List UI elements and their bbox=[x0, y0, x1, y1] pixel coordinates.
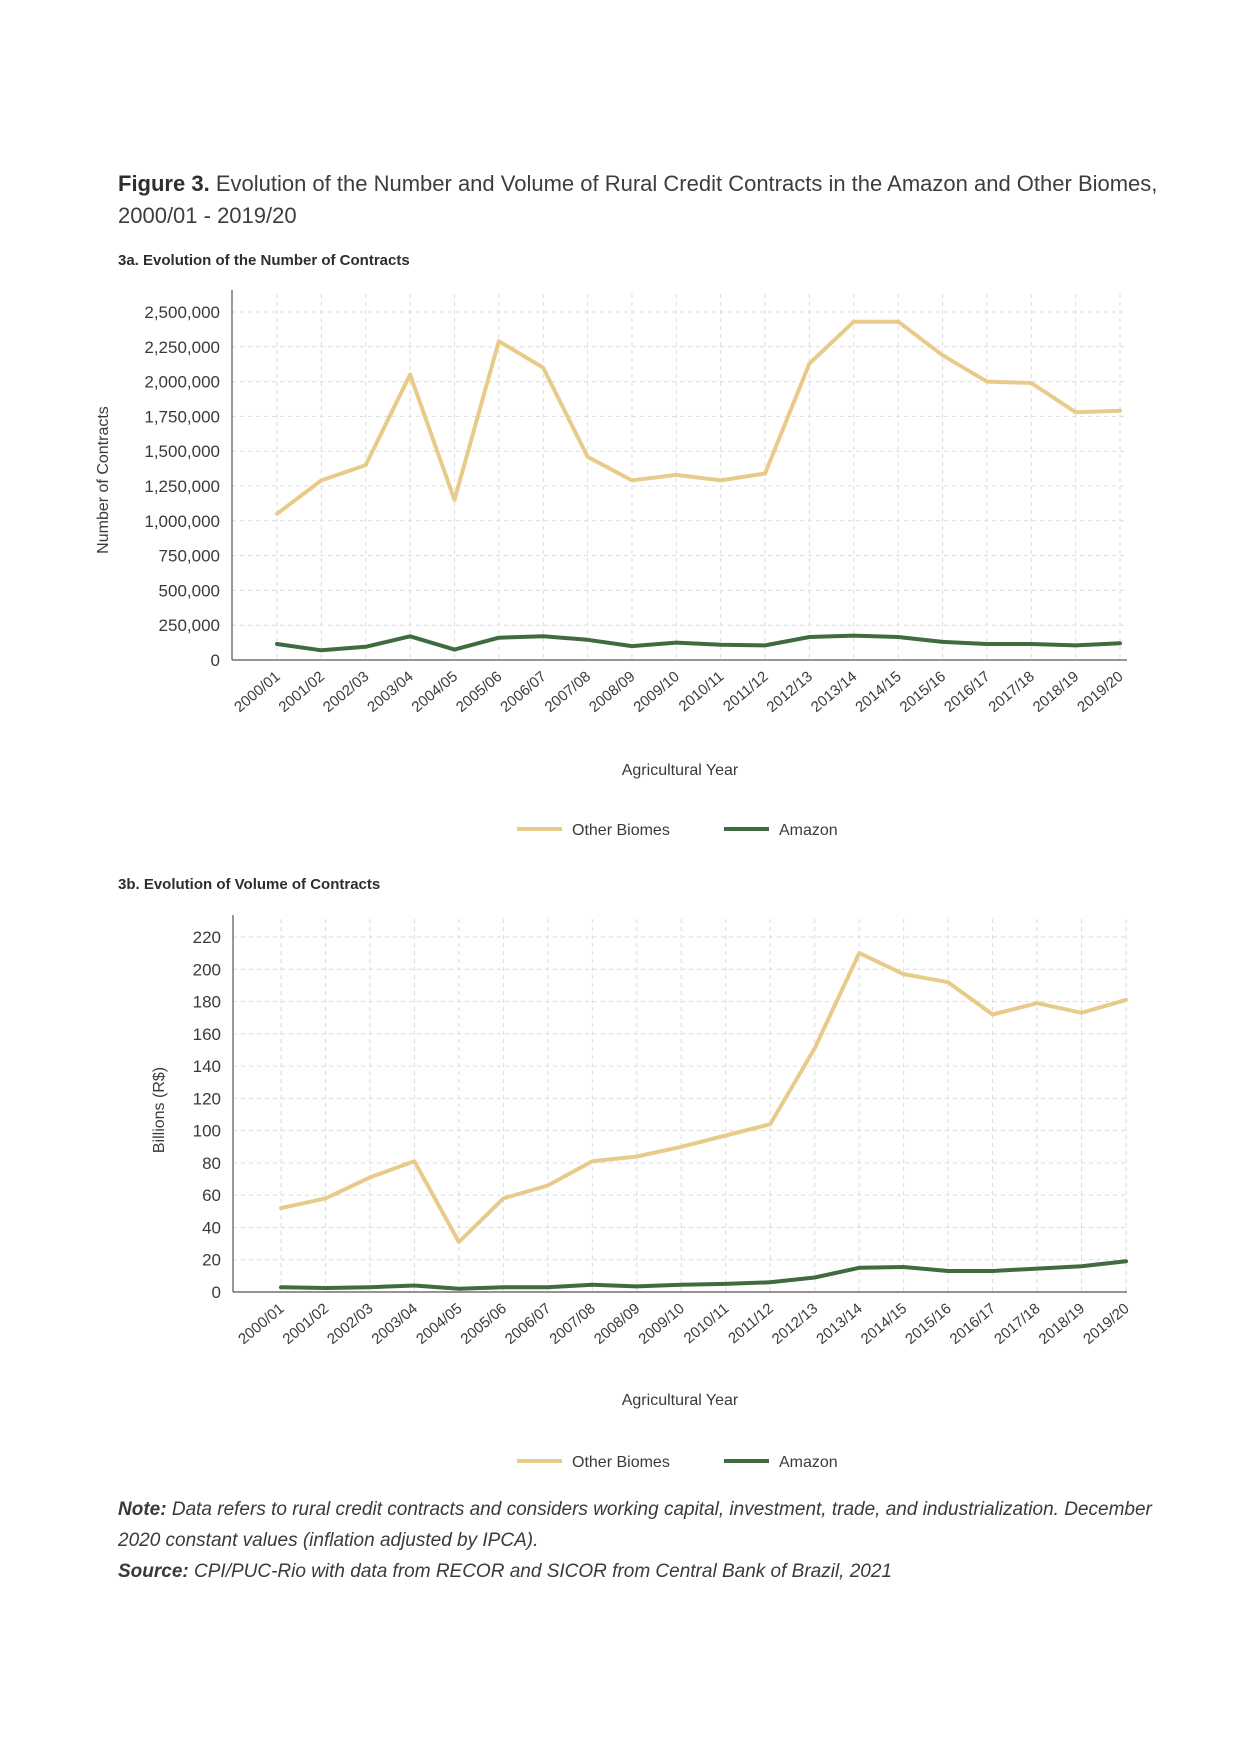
x-tick-label: 2019/20 bbox=[1080, 1300, 1132, 1348]
y-tick-label: 1,000,000 bbox=[144, 512, 220, 531]
x-tick-label: 2002/03 bbox=[324, 1300, 376, 1348]
y-tick-label: 0 bbox=[212, 1283, 221, 1302]
x-tick-label: 2015/16 bbox=[897, 668, 949, 716]
x-tick-label: 2018/19 bbox=[1030, 668, 1082, 716]
legend-label: Amazon bbox=[779, 822, 838, 839]
x-tick-label: 2007/08 bbox=[542, 668, 594, 716]
figure-notes: Note: Data refers to rural credit contra… bbox=[118, 1494, 1178, 1587]
x-tick-label: 2004/05 bbox=[409, 668, 461, 716]
y-tick-label: 180 bbox=[193, 993, 221, 1012]
y-tick-label: 60 bbox=[202, 1186, 221, 1205]
chart-b-title: 3b. Evolution of Volume of Contracts bbox=[118, 876, 381, 893]
x-tick-label: 2016/17 bbox=[947, 1300, 999, 1348]
figure-title: Figure 3. Evolution of the Number and Vo… bbox=[118, 168, 1158, 232]
y-tick-label: 1,500,000 bbox=[144, 442, 220, 461]
x-tick-label: 2003/04 bbox=[364, 668, 416, 716]
x-tick-label: 2010/11 bbox=[676, 668, 728, 715]
y-axis-title: Number of Contracts bbox=[95, 406, 112, 554]
x-tick-label: 2008/09 bbox=[591, 1300, 643, 1348]
y-tick-label: 750,000 bbox=[159, 547, 220, 566]
x-tick-label: 2011/12 bbox=[725, 1300, 777, 1347]
y-tick-label: 0 bbox=[211, 651, 220, 670]
y-tick-label: 20 bbox=[202, 1251, 221, 1270]
y-tick-label: 1,250,000 bbox=[144, 477, 220, 496]
figure-title-text: Evolution of the Number and Volume of Ru… bbox=[118, 171, 1158, 228]
x-tick-label: 2004/05 bbox=[413, 1300, 465, 1348]
y-tick-label: 40 bbox=[202, 1218, 221, 1237]
y-tick-label: 2,000,000 bbox=[144, 373, 220, 392]
note-text: Data refers to rural credit contracts an… bbox=[118, 1499, 1152, 1551]
x-tick-label: 2013/14 bbox=[813, 1300, 865, 1348]
y-tick-label: 1,750,000 bbox=[144, 407, 220, 426]
note-label: Note: bbox=[118, 1499, 167, 1520]
x-tick-label: 2000/01 bbox=[235, 1300, 287, 1348]
x-tick-label: 2001/02 bbox=[275, 668, 327, 716]
y-tick-label: 2,250,000 bbox=[144, 338, 220, 357]
legend-label: Other Biomes bbox=[572, 822, 670, 839]
chart-a-title: 3a. Evolution of the Number of Contracts bbox=[118, 252, 410, 269]
y-tick-label: 2,500,000 bbox=[144, 303, 220, 322]
x-tick-label: 2012/13 bbox=[764, 668, 816, 716]
x-axis-title: Agricultural Year bbox=[622, 762, 739, 779]
series-line-amazon bbox=[279, 1259, 1128, 1291]
series-line-other-biomes bbox=[279, 951, 1128, 1244]
x-axis-title: Agricultural Year bbox=[622, 1392, 739, 1409]
x-tick-label: 2005/06 bbox=[457, 1300, 509, 1348]
chart-number-of-contracts: 0 250,000 500,000 750,000 1,000,000 1,250,000… bbox=[95, 290, 1127, 839]
figure-label: Figure 3. bbox=[118, 171, 210, 196]
y-tick-label: 250,000 bbox=[159, 616, 220, 635]
series-line-other-biomes bbox=[275, 319, 1122, 516]
source-text: CPI/PUC-Rio with data from RECOR and SIC… bbox=[194, 1561, 892, 1582]
y-tick-label: 80 bbox=[202, 1154, 221, 1173]
series-line-amazon bbox=[275, 633, 1122, 653]
x-tick-label: 2011/12 bbox=[720, 668, 772, 715]
x-tick-label: 2002/03 bbox=[320, 668, 372, 716]
x-tick-label: 2006/07 bbox=[502, 1300, 554, 1348]
x-tick-label: 2006/07 bbox=[497, 668, 549, 716]
note-line: Note: Data refers to rural credit contra… bbox=[118, 1494, 1178, 1556]
x-tick-label: 2000/01 bbox=[231, 668, 283, 716]
legend-label: Other Biomes bbox=[572, 1454, 670, 1471]
x-tick-label: 2010/11 bbox=[681, 1300, 733, 1347]
source-line: Source: CPI/PUC-Rio with data from RECOR… bbox=[118, 1556, 1178, 1587]
y-tick-label: 100 bbox=[193, 1122, 221, 1141]
y-tick-label: 200 bbox=[193, 960, 221, 979]
x-tick-label: 2012/13 bbox=[769, 1300, 821, 1348]
legend-label: Amazon bbox=[779, 1454, 838, 1471]
x-tick-label: 2018/19 bbox=[1036, 1300, 1088, 1348]
x-tick-label: 2007/08 bbox=[546, 1300, 598, 1348]
y-tick-label: 220 bbox=[193, 928, 221, 947]
x-tick-label: 2014/15 bbox=[852, 668, 904, 716]
y-tick-label: 160 bbox=[193, 1025, 221, 1044]
x-tick-label: 2008/09 bbox=[586, 668, 638, 716]
source-label: Source: bbox=[118, 1561, 189, 1582]
x-tick-label: 2005/06 bbox=[453, 668, 505, 716]
x-tick-label: 2009/10 bbox=[630, 668, 682, 716]
x-tick-label: 2017/18 bbox=[985, 668, 1037, 716]
x-tick-label: 2001/02 bbox=[280, 1300, 332, 1348]
y-tick-label: 140 bbox=[193, 1057, 221, 1076]
y-axis-title: Billions (R$) bbox=[151, 1067, 168, 1153]
x-tick-label: 2016/17 bbox=[941, 668, 993, 716]
x-tick-label: 2014/15 bbox=[858, 1300, 910, 1348]
y-tick-label: 500,000 bbox=[159, 581, 220, 600]
y-tick-label: 120 bbox=[193, 1089, 221, 1108]
x-tick-label: 2003/04 bbox=[369, 1300, 421, 1348]
x-tick-label: 2013/14 bbox=[808, 668, 860, 716]
chart-volume-of-contracts: 0204060801001201401601802002202000/01200… bbox=[151, 915, 1133, 1471]
x-tick-label: 2009/10 bbox=[635, 1300, 687, 1348]
x-tick-label: 2015/16 bbox=[902, 1300, 954, 1348]
x-tick-label: 2019/20 bbox=[1074, 668, 1126, 716]
x-tick-label: 2017/18 bbox=[991, 1300, 1043, 1348]
